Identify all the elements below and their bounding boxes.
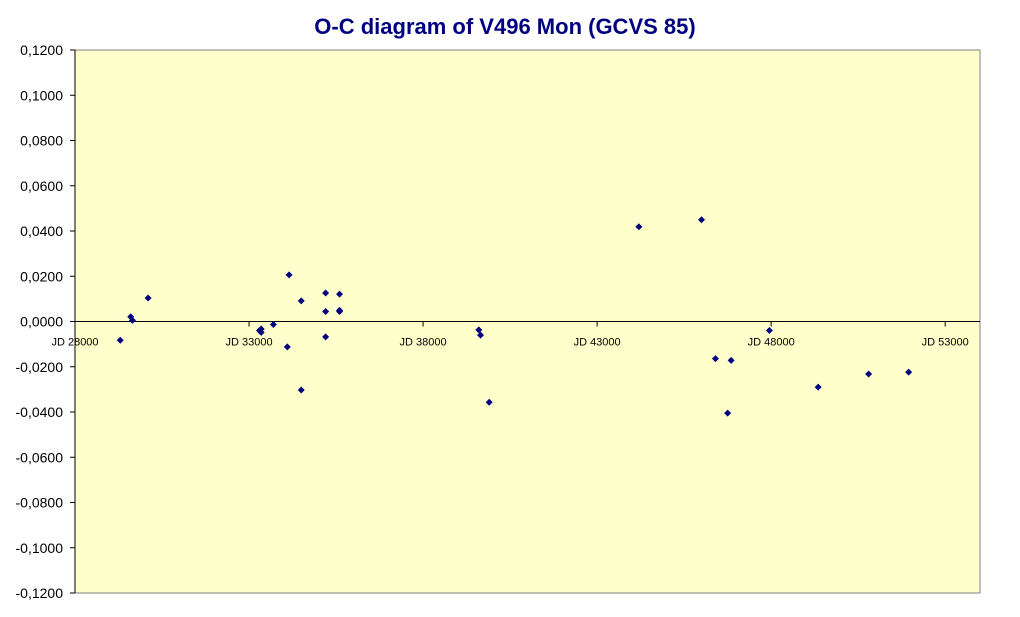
- y-tick-label: 0,1000: [20, 87, 63, 103]
- data-point: [865, 370, 873, 378]
- data-point: [765, 327, 773, 335]
- data-point: [285, 271, 293, 279]
- data-point: [322, 289, 330, 297]
- x-tick-label: JD 33000: [225, 337, 272, 349]
- y-tick-label: 0,0600: [20, 178, 63, 194]
- x-tick-label: JD 28000: [51, 337, 98, 349]
- data-point: [711, 355, 719, 363]
- y-tick-label: 0,1200: [20, 42, 63, 58]
- data-point: [814, 383, 822, 391]
- y-tick-label: 0,0000: [20, 314, 63, 330]
- data-point: [485, 398, 493, 406]
- x-tick-label: JD 53000: [922, 337, 969, 349]
- y-tick-label: -0,1000: [16, 540, 64, 556]
- data-point: [322, 333, 330, 341]
- data-point: [727, 356, 735, 364]
- data-point: [724, 409, 732, 417]
- y-tick-label: -0,0200: [16, 359, 64, 375]
- data-points: [116, 216, 913, 417]
- y-tick-label: -0,0400: [16, 404, 64, 420]
- data-point: [336, 290, 344, 298]
- y-tick-label: -0,0800: [16, 495, 64, 511]
- data-point: [322, 308, 330, 316]
- y-tick-label: 0,0800: [20, 133, 63, 149]
- data-point: [477, 331, 485, 339]
- y-tick-label: -0,0600: [16, 449, 64, 465]
- y-tick-label: 0,0200: [20, 268, 63, 284]
- x-tick-label: JD 38000: [400, 337, 447, 349]
- data-point: [257, 325, 265, 333]
- y-tick-label: 0,0400: [20, 223, 63, 239]
- data-point: [116, 336, 124, 344]
- data-point: [336, 308, 344, 316]
- data-point: [635, 223, 643, 231]
- data-point: [144, 294, 152, 302]
- y-tick-label: -0,1200: [16, 585, 64, 601]
- data-point: [128, 316, 136, 324]
- data-point: [698, 216, 706, 224]
- x-axis: JD 28000 JD 33000 JD 38000 JD 43000 JD 48000…: [51, 321, 980, 349]
- chart-title: O-C diagram of V496 Mon (GCVS 85): [314, 14, 696, 39]
- y-axis: 0,1200 0,1000 0,0800 0,0600 0,0400 0,0200 0,00…: [16, 42, 76, 601]
- data-point: [905, 368, 913, 376]
- data-point: [269, 320, 277, 328]
- x-tick-label: JD 48000: [748, 337, 795, 349]
- data-point: [297, 297, 305, 305]
- data-point: [297, 386, 305, 394]
- x-tick-label: JD 43000: [574, 337, 621, 349]
- data-point: [283, 343, 291, 351]
